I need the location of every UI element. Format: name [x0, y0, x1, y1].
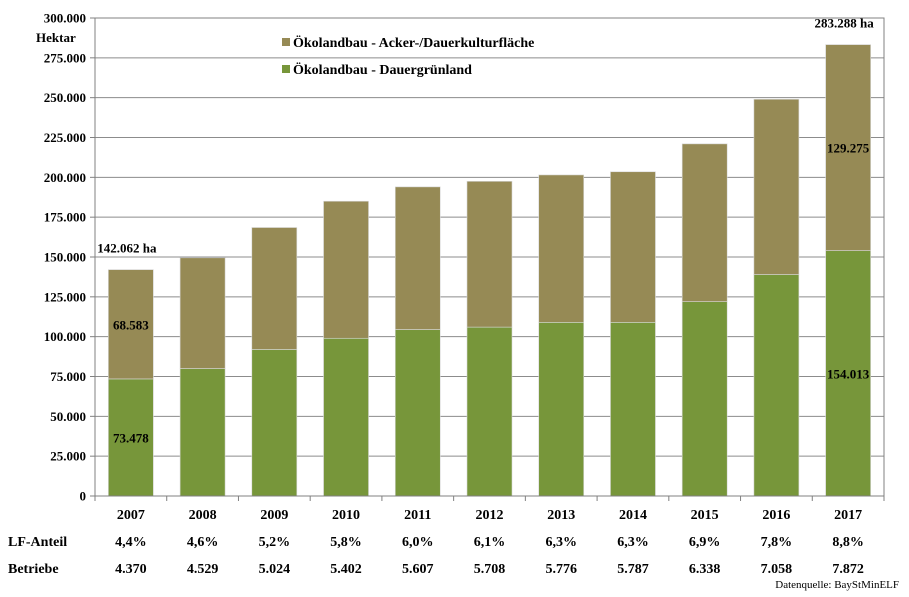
segment-label-2017: 154.013 — [827, 366, 870, 381]
y-tick-label: 100.000 — [44, 329, 86, 344]
y-tick-label: 200.000 — [44, 170, 86, 185]
table-cell: 5.607 — [402, 562, 434, 577]
bar-2017-series-1 — [825, 250, 871, 497]
legend-swatch — [282, 65, 290, 73]
legend: Ökolandbau - Acker-/Dauerkulturfläche Öko… — [282, 34, 534, 78]
table-cell: 7.058 — [761, 562, 793, 577]
y-tick-label: 250.000 — [44, 90, 86, 105]
x-tick-label: 2017 — [834, 508, 862, 523]
bar-2010-series-1 — [323, 337, 369, 497]
bar-2016-series-1 — [753, 274, 800, 497]
bar-2015-series-2 — [681, 143, 728, 302]
bar-2009-series-1 — [251, 349, 298, 497]
x-tick-label: 2009 — [260, 508, 288, 523]
table-cell: 6.338 — [689, 562, 721, 577]
table-row-label: LF-Anteil — [8, 535, 67, 550]
bar-2010-series-2 — [323, 200, 369, 339]
bar-2008-series-2 — [179, 257, 226, 369]
table-cell: 4,6% — [187, 535, 219, 550]
bars — [108, 44, 871, 497]
bar-2011-series-2 — [394, 186, 441, 330]
y-tick-label: 0 — [80, 489, 87, 504]
x-tick-label: 2007 — [117, 508, 145, 523]
table-row-label: Betriebe — [8, 562, 59, 577]
table-cell: 6,1% — [474, 535, 506, 550]
x-tick-label: 2013 — [547, 508, 575, 523]
table-cell: 6,3% — [617, 535, 649, 550]
bar-2013-series-1 — [538, 322, 585, 497]
table-cell: 8,8% — [832, 535, 864, 550]
y-tick-label: 125.000 — [44, 289, 86, 304]
table-cell: 5.402 — [330, 562, 362, 577]
bar-2014-series-1 — [610, 322, 656, 497]
bar-2016-series-2 — [753, 98, 800, 275]
bar-2014-series-2 — [610, 171, 656, 323]
y-tick-label: 275.000 — [44, 50, 86, 65]
y-tick-label: 225.000 — [44, 130, 86, 145]
table-cell: 7.872 — [832, 562, 864, 577]
table-cell: 5,2% — [259, 535, 291, 550]
x-tick-label: 2011 — [404, 508, 431, 523]
table-cell: 4.370 — [115, 562, 147, 577]
source-note: Datenquelle: BayStMinELF — [775, 579, 899, 591]
x-tick-label: 2012 — [476, 508, 504, 523]
total-label-2017: 283.288 ha — [815, 16, 875, 31]
table-cell: 7,8% — [761, 535, 793, 550]
labels: 142.062 ha 283.288 ha 73.478 68.583 154.013 1… — [97, 16, 874, 446]
table-cell: 4,4% — [115, 535, 147, 550]
bar-2007-series-2 — [108, 269, 154, 380]
y-tick-label: 50.000 — [50, 409, 86, 424]
y-tick-label: 300.000 — [44, 11, 86, 26]
table-cell: 6,9% — [689, 535, 721, 550]
bar-2015-series-1 — [681, 301, 728, 497]
y-tick-label: 75.000 — [50, 369, 86, 384]
table-cell: 5,8% — [330, 535, 362, 550]
legend-label: Ökolandbau - Dauergrünland — [293, 61, 472, 78]
table-cell: 6,3% — [545, 535, 577, 550]
table-cell: 5.024 — [259, 562, 291, 577]
y-tick-label: 175.000 — [44, 210, 86, 225]
y-tick-label: 150.000 — [44, 250, 86, 265]
data-table: LF-Anteil 4,4% 4,6% 5,2% 5,8% 6,0% 6,1% 6,3% 6,3… — [8, 535, 899, 591]
segment-label-2017: 129.275 — [827, 141, 870, 156]
table-cell: 5.776 — [545, 562, 577, 577]
bar-2012-series-1 — [466, 326, 513, 497]
bar-2011-series-1 — [394, 329, 441, 497]
x-tick-label: 2010 — [332, 508, 360, 523]
bar-2012-series-2 — [466, 181, 513, 328]
table-cell: 6,0% — [402, 535, 434, 550]
x-tick-label: 2015 — [691, 508, 719, 523]
bar-2009-series-2 — [251, 227, 298, 350]
bar-2007-series-1 — [108, 378, 154, 497]
x-tick-label: 2016 — [762, 508, 790, 523]
legend-swatch — [282, 38, 290, 46]
x-tick-label: 2014 — [619, 508, 647, 523]
bar-2017-series-2 — [825, 44, 871, 251]
table-cell: 4.529 — [187, 562, 219, 577]
bar-2013-series-2 — [538, 174, 585, 323]
x-tick-label: 2008 — [189, 508, 217, 523]
y-axis-title: Hektar — [36, 30, 76, 45]
total-label-2007: 142.062 ha — [97, 241, 157, 256]
y-tick-label: 25.000 — [50, 449, 86, 464]
axes: 0 25.000 50.000 75.000 100.000 125.000 150.000… — [36, 11, 885, 523]
table-cell: 5.708 — [474, 562, 506, 577]
bar-2008-series-1 — [179, 368, 226, 497]
segment-label-2007: 73.478 — [113, 430, 149, 445]
table-cell: 5.787 — [617, 562, 649, 577]
legend-label: Ökolandbau - Acker-/Dauerkulturfläche — [293, 34, 534, 51]
segment-label-2007: 68.583 — [113, 317, 149, 332]
